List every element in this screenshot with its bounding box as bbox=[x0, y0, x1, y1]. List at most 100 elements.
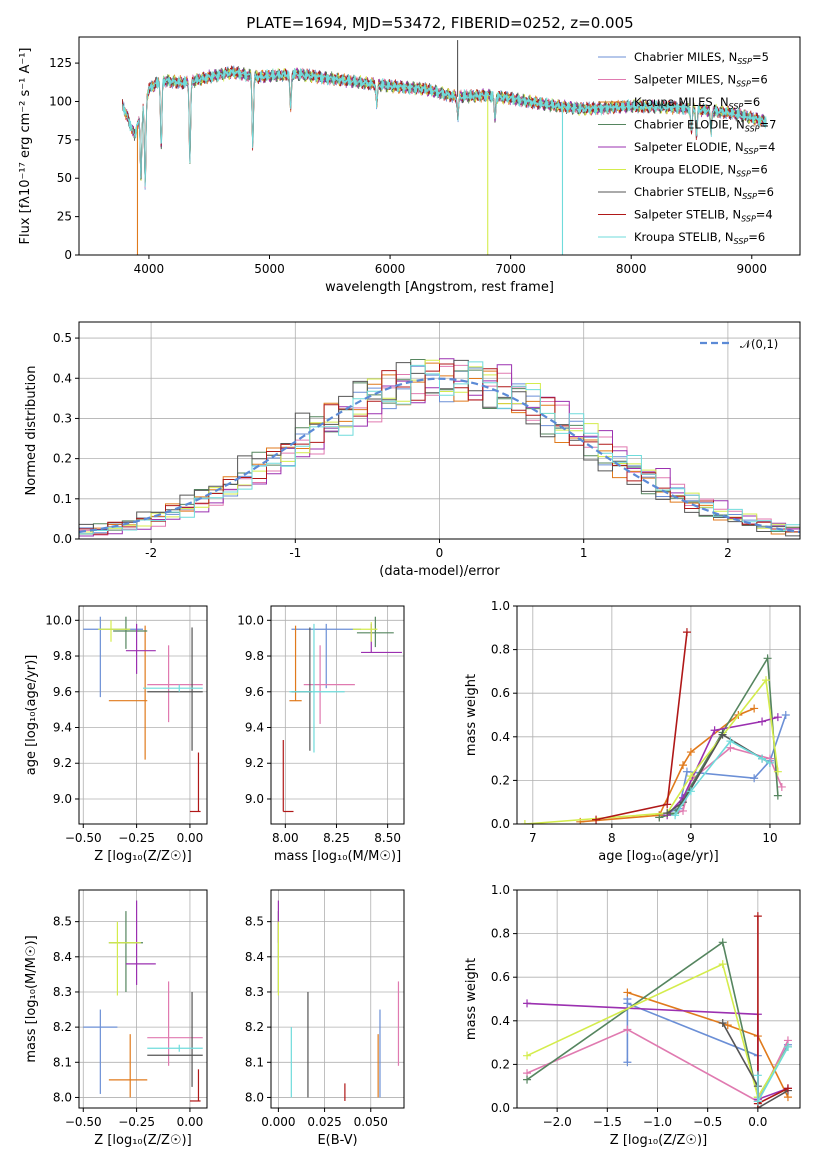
residual_hist-ytick-label: 0.0 bbox=[53, 532, 72, 546]
age_weight-point-marker bbox=[671, 811, 680, 820]
mass_age-ytick-label: 9.6 bbox=[245, 685, 264, 699]
age_weight-panel: 7 8 9 10 0.0 0.2 0.4 0.6 0.8 1.0 age [log₁₀(age/yr… bbox=[464, 599, 801, 864]
legend-subscript: SSP bbox=[742, 192, 757, 201]
spectrum-xtick-label: 8000 bbox=[616, 262, 647, 276]
Z_weight-ytick-label: 0.8 bbox=[491, 927, 510, 941]
age_weight-point-marker bbox=[686, 772, 695, 781]
legend-nssp: =4 bbox=[758, 140, 775, 154]
Z_weight-ytick-label: 0.2 bbox=[491, 1057, 510, 1071]
age_weight-point-marker bbox=[686, 748, 695, 757]
Z_weight-point-marker bbox=[723, 1021, 732, 1030]
figure-title: PLATE=1694, MJD=53472, FIBERID=0252, z=0… bbox=[246, 14, 633, 32]
hist-legend-label: 𝒩(0,1) bbox=[740, 337, 778, 351]
age_weight-point-marker bbox=[750, 774, 759, 783]
Z_weight-point-marker bbox=[718, 1018, 727, 1027]
spectrum-ytick-label: 25 bbox=[57, 210, 72, 224]
residual_hist-panel: -2 -1 0 1 2 0.0 0.1 0.2 0.3 0.4 0.5 (data-model)/er… bbox=[24, 321, 801, 579]
Z_age-panel: −0.50 −0.25 0.00 9.0 9.2 9.4 9.6 9.8 10.0 Z [log₁… bbox=[24, 605, 208, 864]
Z_weight-point-marker bbox=[718, 960, 727, 969]
age_weight-point-marker bbox=[758, 717, 767, 726]
Z_mass-xlabel: Z [log₁₀(Z/Z☉)] bbox=[94, 1133, 191, 1148]
spectrum-ylabel: Flux [fλ10⁻¹⁷ erg cm⁻² s⁻¹ A⁻¹] bbox=[18, 48, 33, 245]
age_weight-xtick-label: 9 bbox=[687, 831, 695, 845]
legend-subscript: SSP bbox=[736, 170, 751, 179]
spectrum-xtick-label: 9000 bbox=[736, 262, 767, 276]
Z_weight-xtick-label: 0.0 bbox=[748, 1115, 767, 1129]
Z_mass-ytick-label: 8.4 bbox=[53, 950, 72, 964]
ebv_mass-ytick-label: 8.0 bbox=[245, 1090, 264, 1104]
residual_hist-xtick-label: -1 bbox=[289, 546, 301, 560]
legend-model-name: Chabrier MILES, N bbox=[634, 50, 737, 64]
legend-nssp: =4 bbox=[756, 208, 773, 222]
age_weight-point-marker bbox=[781, 711, 790, 719]
legend-model-name: Chabrier ELODIE, N bbox=[634, 118, 745, 132]
Z_weight-xtick-label: −1.5 bbox=[593, 1115, 622, 1129]
Z_weight-ytick-label: 0.4 bbox=[491, 1014, 510, 1028]
Z_mass-ytick-label: 8.5 bbox=[53, 915, 72, 929]
Z_age-ytick-label: 9.8 bbox=[53, 649, 72, 663]
legend-subscript: SSP bbox=[734, 237, 749, 246]
legend-subscript: SSP bbox=[745, 125, 760, 134]
age_weight-point-marker bbox=[679, 806, 688, 815]
Z_weight-ytick-label: 1.0 bbox=[491, 883, 510, 897]
Z_age-ytick-label: 10.0 bbox=[45, 613, 72, 627]
mass_age-plot-area bbox=[271, 606, 404, 824]
Z_mass-xtick-label: 0.00 bbox=[177, 1115, 204, 1129]
spectrum-legend-label-5: Kroupa ELODIE, NSSP=6 bbox=[634, 163, 768, 179]
age_weight-xtick-label: 7 bbox=[529, 831, 537, 845]
residual_hist-ytick-label: 0.1 bbox=[53, 492, 72, 506]
mass_age-panel: 8.00 8.25 8.50 9.0 9.2 9.4 9.6 9.8 10.0 mass [log… bbox=[237, 605, 405, 864]
spectrum-legend-label-4: Salpeter ELODIE, NSSP=4 bbox=[634, 140, 775, 156]
age_weight-ytick-label: 1.0 bbox=[491, 599, 510, 613]
spectrum-ytick-label: 0 bbox=[64, 248, 72, 262]
age_weight-xtick-label: 10 bbox=[762, 831, 777, 845]
residual_hist-plot-area bbox=[79, 322, 800, 539]
normal-reference-curve bbox=[79, 377, 800, 534]
Z_mass-panel: −0.50 −0.25 0.00 8.0 8.1 8.2 8.3 8.4 8.5 Z [log₁₀… bbox=[24, 889, 208, 1148]
ebv_mass-xtick-label: 0.050 bbox=[354, 1115, 388, 1129]
age_weight-ytick-label: 0.4 bbox=[491, 730, 510, 744]
ebv_mass-ytick-label: 8.5 bbox=[245, 915, 264, 929]
ebv_mass-xtick-label: 0.000 bbox=[261, 1115, 295, 1129]
mass_age-ytick-label: 9.4 bbox=[245, 721, 264, 735]
spectrum-legend-label-1: Salpeter MILES, NSSP=6 bbox=[634, 73, 768, 89]
spectrum-xtick-label: 7000 bbox=[495, 262, 526, 276]
Z_weight-xlabel: Z [log₁₀(Z/Z☉)] bbox=[610, 1133, 707, 1148]
spectrum-legend-label-3: Chabrier ELODIE, NSSP=7 bbox=[634, 118, 776, 134]
age_weight-ytick-label: 0.8 bbox=[491, 643, 510, 657]
Z_weight-point-marker bbox=[623, 999, 632, 1008]
age_weight-point-marker bbox=[750, 704, 759, 713]
Z_weight-frame bbox=[516, 889, 801, 1109]
Z_mass-ytick-label: 8.2 bbox=[53, 1020, 72, 1034]
legend-nssp: =7 bbox=[760, 118, 777, 132]
mass_age-ytick-label: 10.0 bbox=[237, 613, 264, 627]
Z_age-xtick-label: 0.00 bbox=[177, 831, 204, 845]
age_weight-point-marker bbox=[682, 767, 691, 776]
age_weight-point-marker bbox=[663, 800, 672, 809]
Z_age-xtick-label: −0.25 bbox=[118, 831, 155, 845]
age_weight-point-marker bbox=[763, 654, 772, 663]
Z_weight-xtick-label: −2.0 bbox=[543, 1115, 572, 1129]
spectrum-series-8 bbox=[122, 67, 767, 187]
Z_age-ylabel: age [log₁₀(age/yr)] bbox=[24, 655, 39, 776]
ebv_mass-plot-area bbox=[271, 890, 404, 1108]
spectrum-legend-label-0: Chabrier MILES, NSSP=5 bbox=[634, 50, 769, 66]
Z_mass-ytick-label: 8.1 bbox=[53, 1055, 72, 1069]
Z_weight-point-marker bbox=[623, 988, 632, 997]
age_weight-point-marker bbox=[765, 758, 774, 767]
residual_hist-ytick-label: 0.4 bbox=[53, 371, 72, 385]
Z_mass-xtick-label: −0.25 bbox=[118, 1115, 155, 1129]
age_weight-ytick-label: 0.0 bbox=[491, 817, 510, 831]
hist-series-7 bbox=[79, 363, 800, 535]
Z_weight-point-marker bbox=[623, 1025, 632, 1034]
mass_age-xtick-label: 8.00 bbox=[272, 831, 299, 845]
age_weight-point-marker bbox=[679, 761, 688, 770]
Z_weight-point-marker bbox=[523, 999, 532, 1008]
Z_age-ytick-label: 9.4 bbox=[53, 721, 72, 735]
legend-model-name: Chabrier STELIB, N bbox=[634, 185, 742, 199]
Z_weight-point-marker bbox=[753, 912, 762, 921]
spectrum-xtick-label: 4000 bbox=[134, 262, 165, 276]
mass_age-ytick-label: 9.2 bbox=[245, 756, 264, 770]
spectrum-xlabel: wavelength [Angstrom, rest frame] bbox=[325, 280, 554, 295]
